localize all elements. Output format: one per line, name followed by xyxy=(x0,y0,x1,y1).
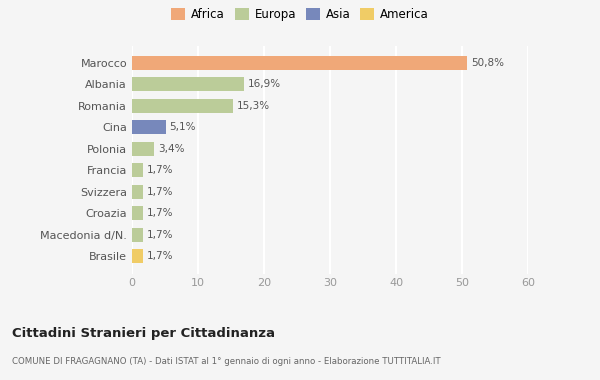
Bar xyxy=(132,185,143,199)
Text: 50,8%: 50,8% xyxy=(471,58,504,68)
Text: 5,1%: 5,1% xyxy=(170,122,196,132)
Text: Cittadini Stranieri per Cittadinanza: Cittadini Stranieri per Cittadinanza xyxy=(12,327,275,340)
Text: 1,7%: 1,7% xyxy=(147,230,173,240)
Text: 1,7%: 1,7% xyxy=(147,187,173,197)
Text: 1,7%: 1,7% xyxy=(147,165,173,175)
Text: COMUNE DI FRAGAGNANO (TA) - Dati ISTAT al 1° gennaio di ogni anno - Elaborazione: COMUNE DI FRAGAGNANO (TA) - Dati ISTAT a… xyxy=(12,357,440,366)
Text: 16,9%: 16,9% xyxy=(248,79,281,89)
Bar xyxy=(132,228,143,242)
Text: 1,7%: 1,7% xyxy=(147,251,173,261)
Bar xyxy=(132,249,143,263)
Bar xyxy=(132,206,143,220)
Bar xyxy=(132,56,467,70)
Bar xyxy=(132,163,143,177)
Bar xyxy=(132,78,244,92)
Text: 3,4%: 3,4% xyxy=(158,144,185,154)
Text: 15,3%: 15,3% xyxy=(237,101,270,111)
Bar xyxy=(132,99,233,113)
Text: 1,7%: 1,7% xyxy=(147,208,173,218)
Legend: Africa, Europa, Asia, America: Africa, Europa, Asia, America xyxy=(169,6,431,24)
Bar xyxy=(132,120,166,135)
Bar xyxy=(132,142,154,156)
